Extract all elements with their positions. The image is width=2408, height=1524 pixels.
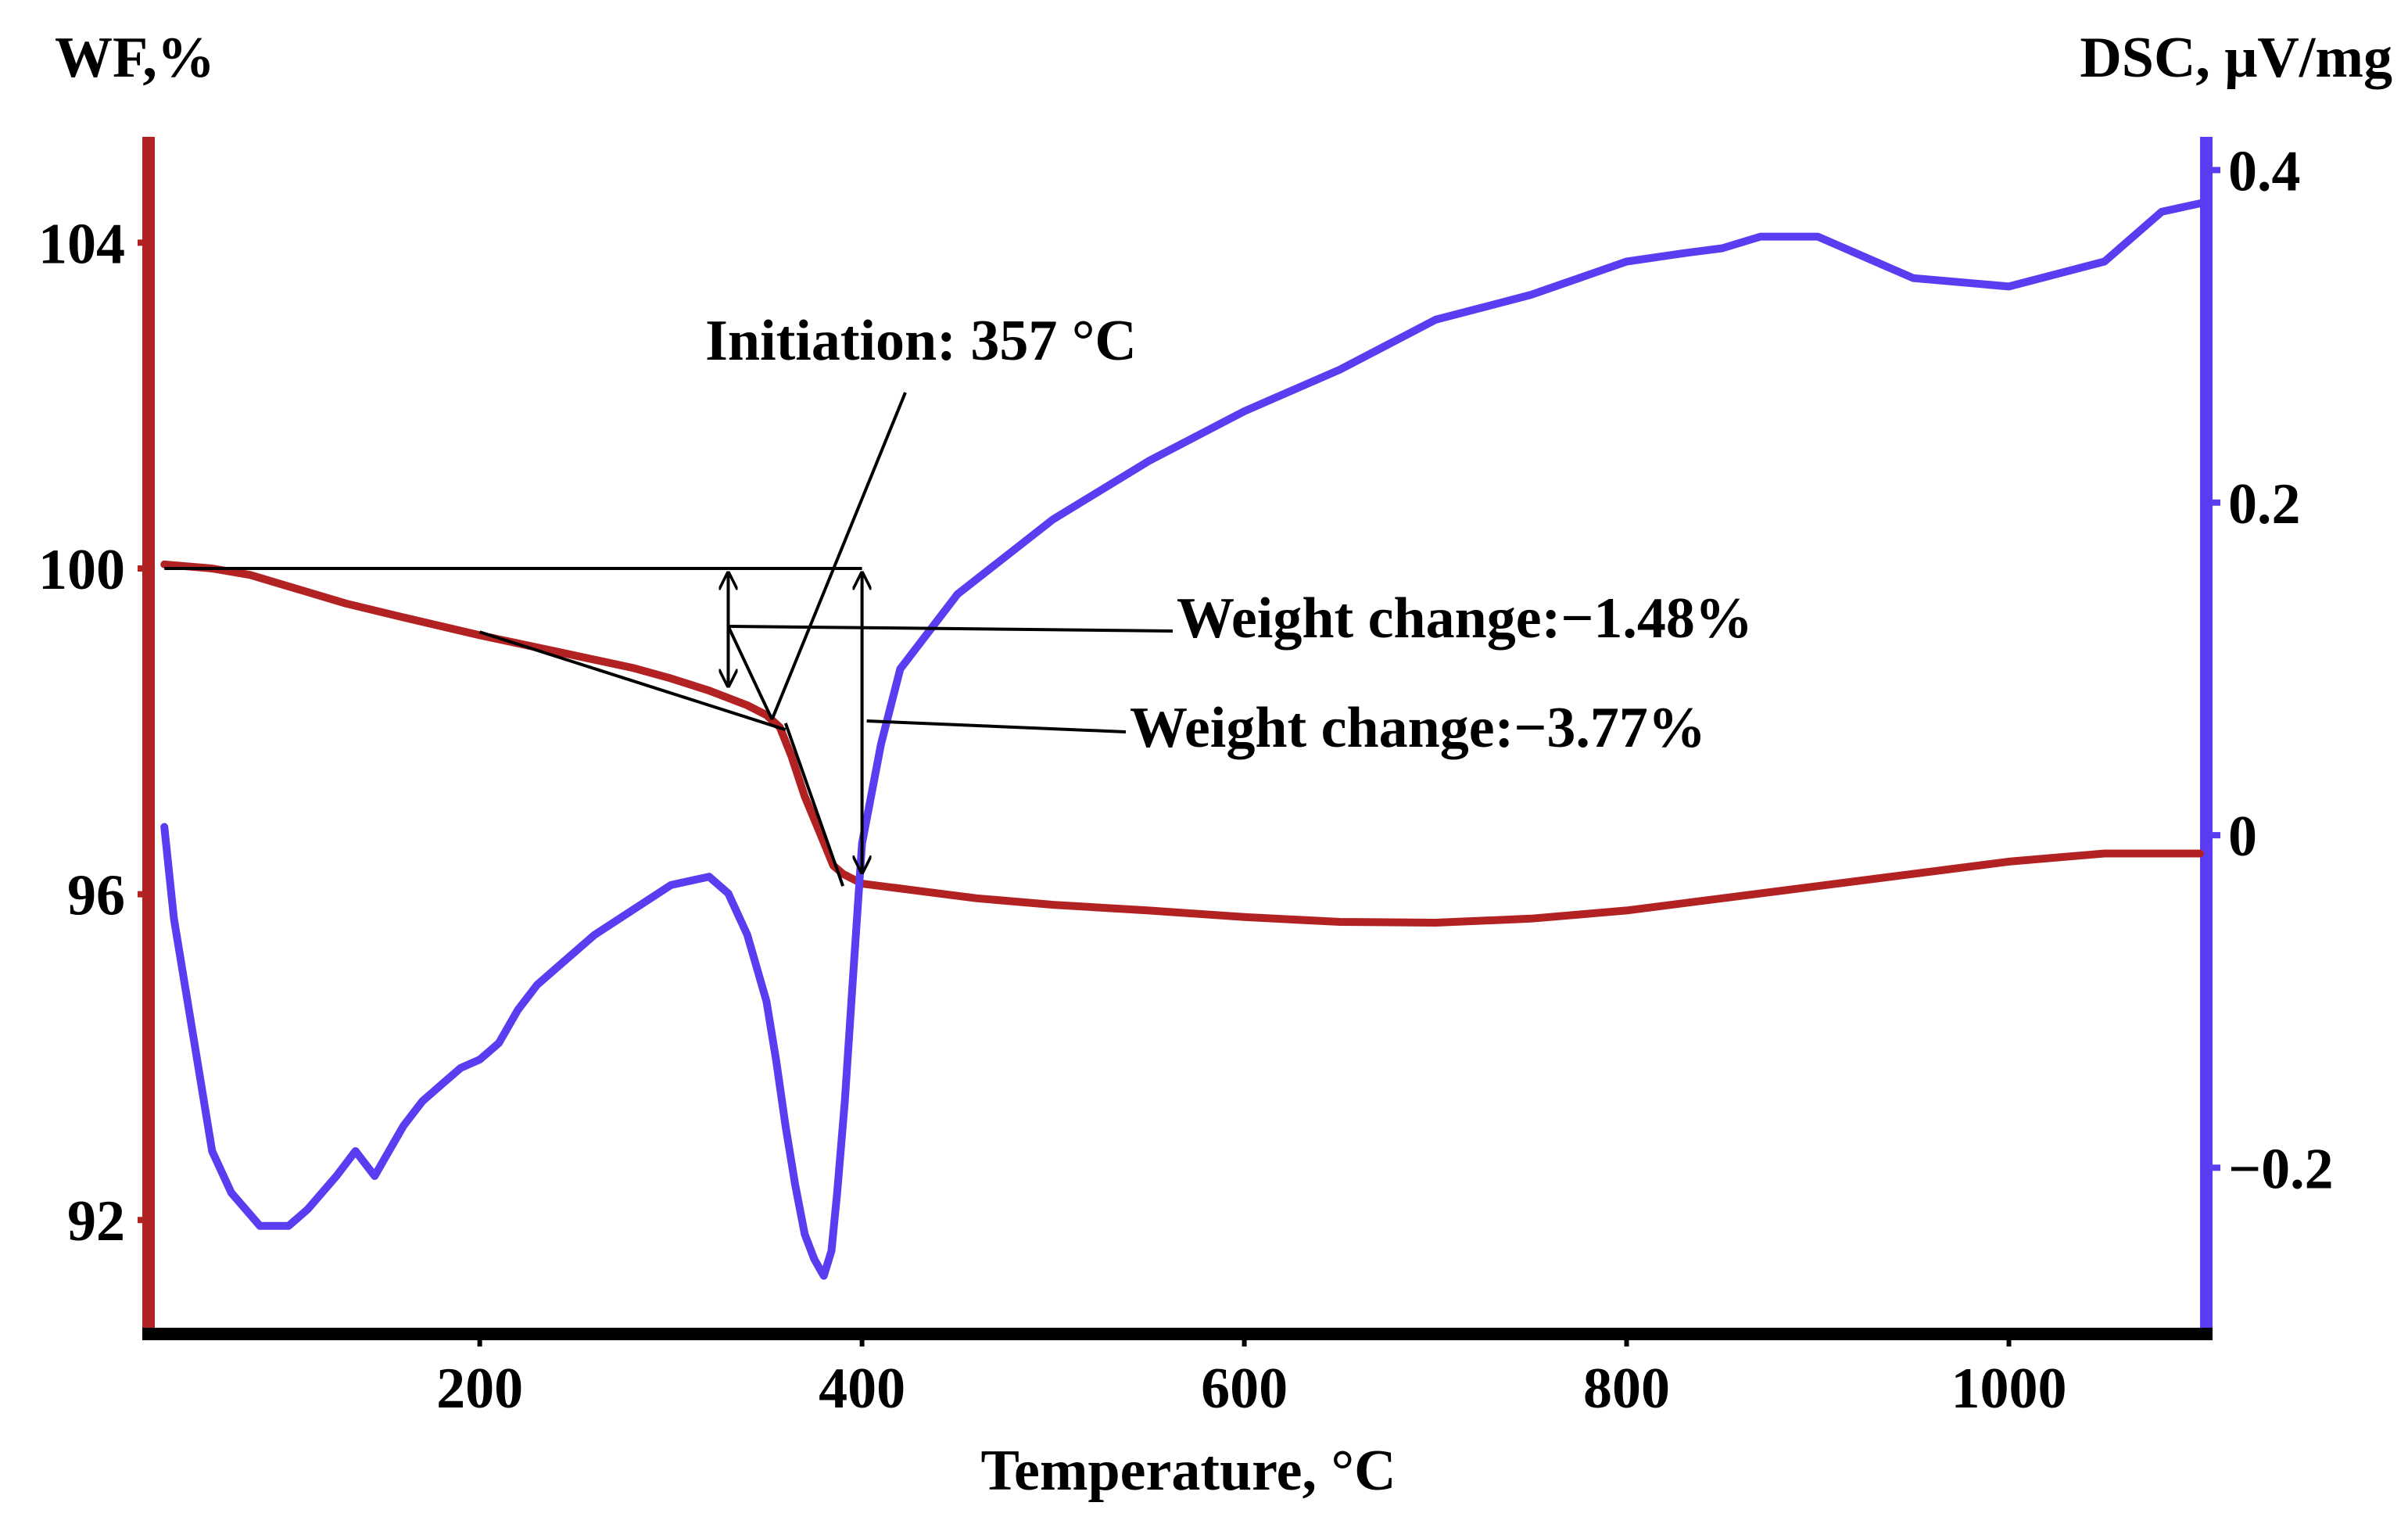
y-axis-right-title: DSC, μV/mg <box>2080 26 2392 90</box>
y-left-tick-label: 96 <box>67 864 125 928</box>
y-right-tick-label: 0.2 <box>2228 472 2301 536</box>
series-line-dsc <box>160 199 2204 1280</box>
y-left-tick-label: 92 <box>67 1189 125 1253</box>
initiation-label: Initiation: 357 °C <box>705 309 1137 373</box>
weight-change-1-label: Weight change:−1.48% <box>1177 586 1753 651</box>
weight-change-1-leader <box>728 624 1174 633</box>
x-tick-label: 600 <box>1201 1357 1288 1421</box>
initiation-leader-line <box>770 392 907 720</box>
y-left-tick-label: 104 <box>38 212 125 276</box>
annotations: Initiation: 357 °C Weight change:−1.48% We… <box>164 309 1753 887</box>
x-tick-label: 800 <box>1583 1357 1670 1421</box>
x-axis-title: Temperature, °C <box>980 1439 1396 1503</box>
y-axis-left-title: WF,% <box>55 26 215 90</box>
initiation-connector-line <box>726 626 774 720</box>
x-tick-label: 1000 <box>1951 1357 2067 1421</box>
y-right-tick-label: 0.4 <box>2228 140 2301 204</box>
y-right-tick-label: 0 <box>2228 805 2257 869</box>
y-right-tick-label: −0.2 <box>2228 1137 2334 1201</box>
x-tick-label: 400 <box>819 1357 905 1421</box>
axis-ticks: 200 400 600 800 1000 92 96 100 104 −0.2 0 0.2 0.4 <box>38 140 2334 1421</box>
tangent-line <box>479 630 787 732</box>
y-left-tick-label: 100 <box>38 538 125 602</box>
weight-change-2-label: Weight change:−3.77% <box>1130 696 1706 760</box>
series-line-wf <box>160 560 2204 927</box>
x-tick-label: 200 <box>436 1357 523 1421</box>
weight-change-2-leader <box>866 719 1127 733</box>
data-series <box>160 199 2204 1280</box>
tangent-steep-line <box>783 723 845 887</box>
